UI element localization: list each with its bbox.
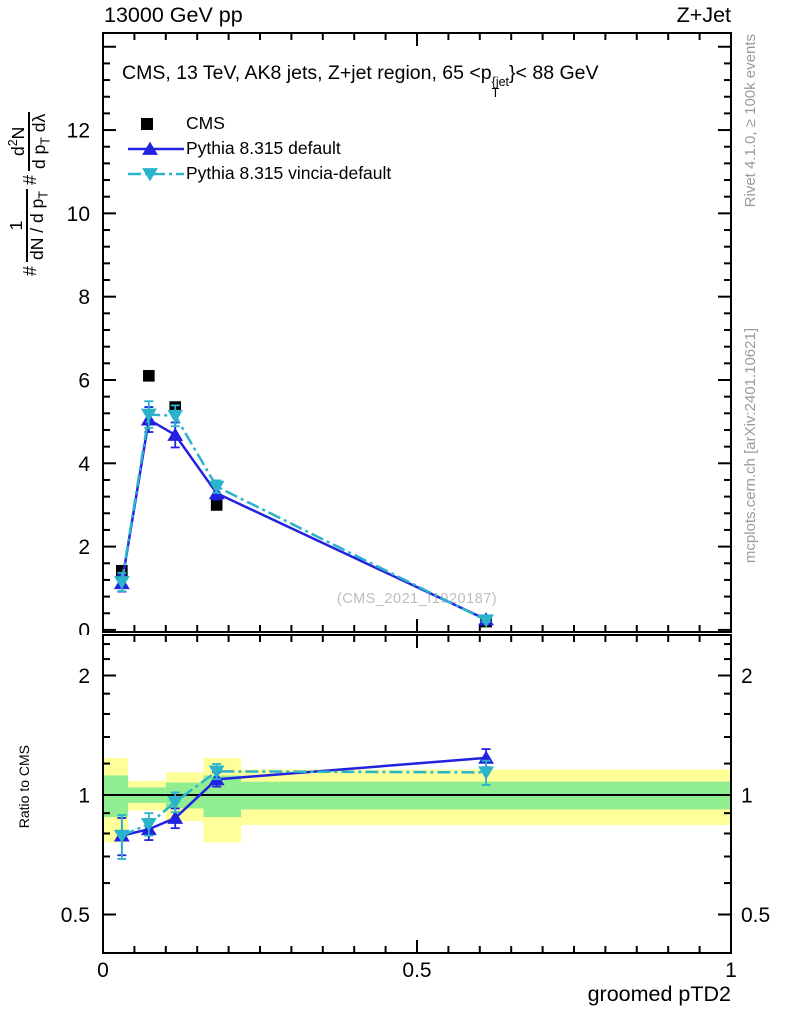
plot-title-sup: {jet	[491, 75, 510, 89]
fraction2-num-d: d	[8, 146, 29, 157]
main-y-tick-label: 4	[78, 453, 90, 476]
ratio-y-tick-label-right: 0.5	[741, 904, 770, 927]
fraction1-den-sub: T	[36, 191, 51, 199]
main-marker-triangle-up	[167, 427, 184, 441]
analysis-watermark: (CMS_2021_I1920187)	[336, 591, 498, 607]
ratio-y-tick-label-right: 2	[741, 665, 753, 688]
legend-marker-default	[142, 141, 158, 155]
main-marker-triangle-down	[113, 576, 130, 590]
ratio-marker-triangle-down	[113, 829, 130, 844]
y-label-fraction-2: d2N d pT dλ	[4, 111, 56, 172]
beam-energy-label: 13000 GeV pp	[104, 3, 243, 27]
x-tick-label: 0	[97, 959, 109, 982]
fraction2-num-sup: 2	[6, 139, 21, 147]
fraction1-denominator: dN / d pT	[25, 189, 54, 262]
x-tick-label: 0.5	[402, 959, 431, 982]
ratio-marker-triangle-down	[478, 766, 494, 780]
ratio-y-tick-label-right: 1	[741, 785, 753, 808]
ratio-line-triangle-down	[121, 770, 487, 837]
main-marker-square	[116, 564, 128, 577]
legend-marker-vincia	[142, 168, 158, 182]
fraction2-den-tail: dλ	[29, 113, 50, 138]
ratio-band-green	[103, 775, 129, 818]
plot-title-suffix: }< 88 GeV	[509, 62, 599, 84]
x-tick-label: 1	[725, 959, 737, 982]
y-label-hash-2: #	[19, 175, 40, 186]
ratio-marker-triangle-down	[140, 818, 157, 832]
plot-title: CMS, 13 TeV, AK8 jets, Z+jet region, 65 …	[122, 62, 599, 98]
legend-item-pythia-vincia: Pythia 8.315 vincia-default	[186, 163, 392, 183]
main-y-tick-label: 8	[78, 286, 90, 309]
main-y-tick-label: 6	[78, 369, 90, 392]
legend-item-pythia-default: Pythia 8.315 default	[186, 138, 341, 158]
main-line-triangle-down	[120, 413, 487, 622]
main-y-tick-label: 0	[78, 619, 90, 642]
y-label-fraction-1: 1 dN / d pT	[5, 189, 54, 262]
main-y-tick-label: 2	[78, 536, 90, 559]
fraction1-numerator: 1	[5, 220, 26, 231]
fraction2-den-sub: T	[38, 137, 53, 145]
main-line-triangle-up	[120, 417, 487, 621]
fraction2-num-n: N	[8, 126, 29, 140]
y-label-hash-1: #	[19, 265, 40, 276]
process-label: Z+Jet	[676, 3, 731, 27]
ratio-marker-triangle-up	[167, 810, 184, 824]
main-y-tick-label: 10	[67, 203, 90, 226]
fraction2-den-text: d p	[29, 144, 50, 170]
plot-title-sub: T	[491, 85, 500, 100]
legend-marker-cms	[141, 118, 153, 130]
fraction1-den-text: dN / d p	[26, 198, 47, 260]
main-marker-triangle-down	[140, 408, 157, 422]
ratio-y-axis-label: Ratio to CMS	[16, 745, 32, 829]
ratio-y-tick-label-left: 1	[78, 785, 90, 808]
main-y-tick-labels: 0 2 4 6 8 10 12	[67, 120, 91, 642]
plot-title-prefix: CMS, 13 TeV, AK8 jets, Z+jet region, 65 …	[122, 62, 492, 84]
mcplots-arxiv-note: mcplots.cern.ch [arXiv:2401.10621]	[742, 328, 759, 564]
x-axis-label: groomed pTD2	[587, 982, 731, 1006]
main-y-axis-label: #1 dN / d pT # d2N d pT dλ	[4, 28, 56, 278]
main-marker-triangle-down	[167, 409, 184, 424]
main-marker-triangle-down	[208, 480, 225, 495]
ratio-y-tick-label-left: 2	[78, 665, 90, 688]
fraction2-numerator: d2N	[4, 125, 28, 158]
ratio-marker-triangle-down	[208, 765, 225, 779]
fraction2-denominator: d pT dλ	[28, 111, 56, 172]
main-marker-triangle-down	[478, 614, 494, 628]
ratio-y-tick-label-left: 0.5	[61, 904, 90, 927]
legend: CMS Pythia 8.315 default Pythia 8.315 vi…	[186, 111, 391, 186]
main-y-tick-label: 12	[67, 120, 90, 143]
pt-superscript-subscript: {jet T	[491, 75, 510, 100]
ratio-marker-triangle-down	[167, 796, 184, 810]
main-marker-square	[210, 499, 223, 511]
rivet-version-note: Rivet 4.1.0, ≥ 100k events	[742, 34, 759, 208]
legend-item-cms: CMS	[186, 113, 225, 133]
main-marker-square	[143, 370, 155, 382]
